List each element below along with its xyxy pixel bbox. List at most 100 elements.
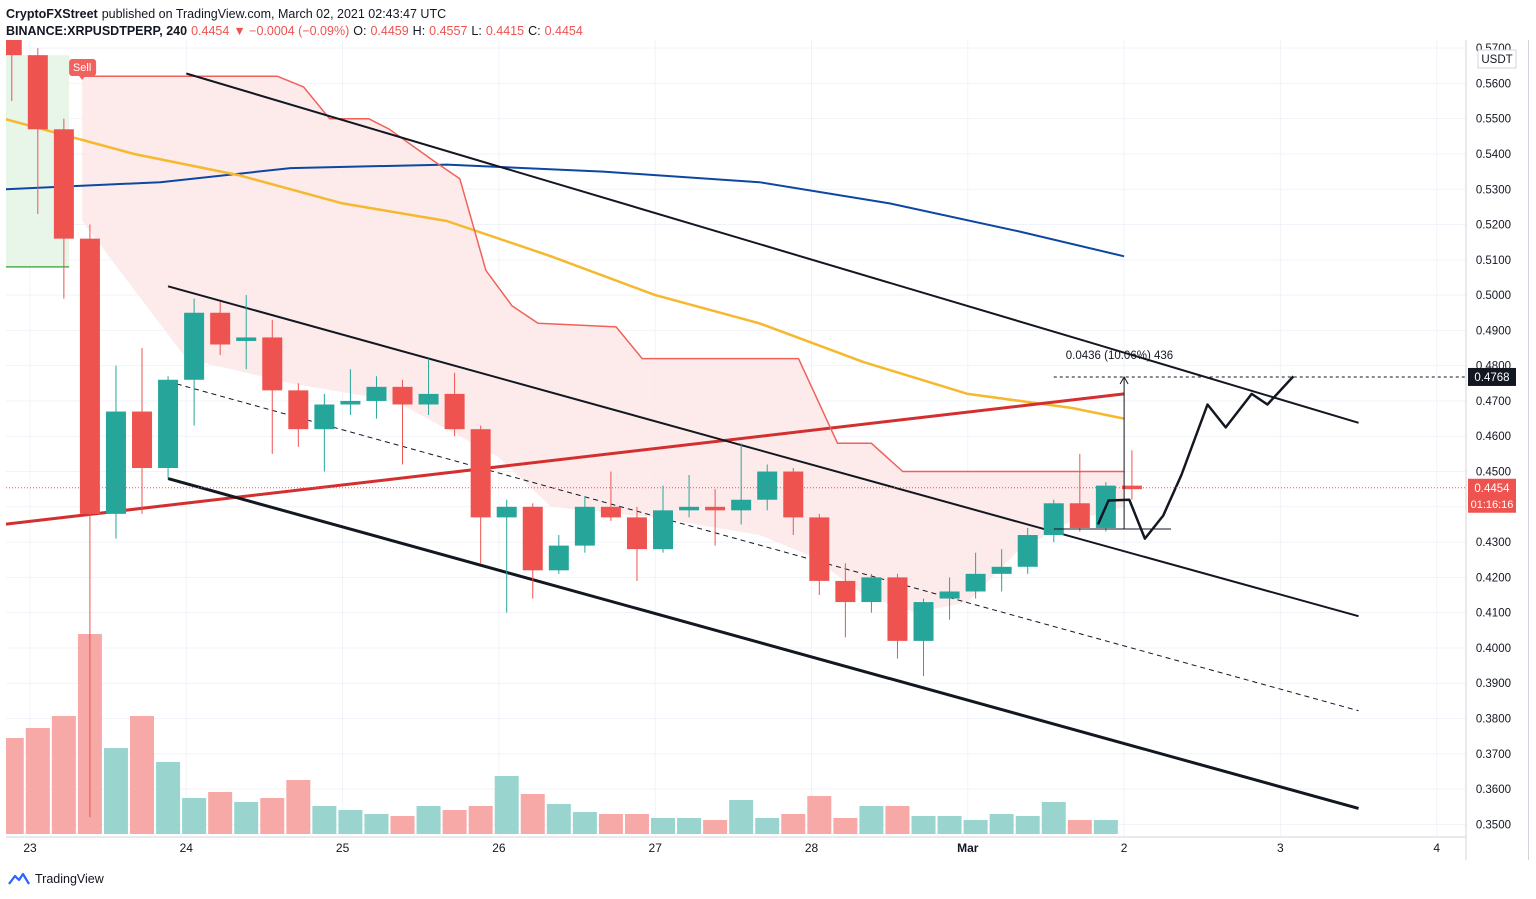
candle bbox=[757, 464, 778, 511]
candle-body bbox=[731, 499, 752, 511]
trendline-descending-top bbox=[167, 285, 1359, 618]
price-tick-label: 0.5200 bbox=[1476, 220, 1511, 232]
volume-bar bbox=[729, 800, 754, 834]
candle bbox=[861, 573, 882, 613]
sell-marker-label: Sell bbox=[73, 62, 91, 74]
volume-bar bbox=[963, 820, 988, 834]
volume-bar bbox=[182, 798, 207, 834]
candle bbox=[184, 298, 205, 426]
candle-body bbox=[288, 390, 309, 430]
currency-badge bbox=[1477, 49, 1517, 69]
volume-bar bbox=[312, 806, 337, 834]
candle-body bbox=[27, 55, 48, 130]
candle bbox=[418, 358, 439, 416]
volume-bar bbox=[442, 810, 467, 834]
axes: 0.57000.56000.55000.54000.53000.52000.51… bbox=[6, 40, 1529, 860]
candle bbox=[679, 475, 700, 518]
high-label: H: bbox=[412, 24, 426, 38]
publisher-name[interactable]: CryptoFXStreet bbox=[6, 7, 98, 21]
symbol-label[interactable]: BINANCE:XRPUSDTPERP, 240 bbox=[6, 24, 188, 38]
candle bbox=[1017, 527, 1038, 574]
candle-body bbox=[366, 386, 387, 401]
open-label: O: bbox=[353, 24, 367, 38]
price-tick-label: 0.4600 bbox=[1476, 431, 1511, 443]
candle-body bbox=[861, 577, 882, 603]
volume-bar bbox=[364, 814, 389, 834]
candle bbox=[705, 489, 726, 546]
price-tick-label: 0.5100 bbox=[1476, 255, 1511, 267]
trendline-upper-channel-ext bbox=[1084, 340, 1359, 424]
candle bbox=[132, 348, 153, 514]
chart-right-border bbox=[1528, 40, 1529, 860]
candle bbox=[470, 425, 491, 564]
candle-body bbox=[262, 337, 283, 391]
volume-bar bbox=[1067, 820, 1092, 834]
candle-body bbox=[132, 411, 153, 468]
time-tick-label: 27 bbox=[649, 841, 663, 855]
candle-body bbox=[653, 510, 674, 550]
time-tick-label: 23 bbox=[23, 841, 37, 855]
candle-body bbox=[835, 580, 856, 603]
price-change: ▼ −0.0004 (−0.09%) bbox=[233, 24, 350, 38]
candle-body bbox=[679, 506, 700, 511]
price-tick-label: 0.4300 bbox=[1476, 537, 1511, 549]
volume-bar bbox=[51, 716, 76, 834]
price-tick-label: 0.4500 bbox=[1476, 467, 1511, 479]
volume-bar bbox=[598, 814, 623, 834]
price-tick-label: 0.3600 bbox=[1476, 784, 1511, 796]
candle bbox=[913, 598, 934, 677]
candle-body bbox=[340, 400, 361, 405]
candle-body bbox=[522, 506, 543, 571]
chart-header: CryptoFXStreet published on TradingView.… bbox=[6, 6, 583, 40]
time-tick-label: 25 bbox=[336, 841, 350, 855]
candle-body bbox=[1069, 503, 1090, 528]
time-tick-label: 28 bbox=[805, 841, 819, 855]
candle-body bbox=[184, 312, 205, 380]
sell-marker bbox=[69, 59, 97, 76]
time-tick-label: 24 bbox=[180, 841, 194, 855]
candle bbox=[626, 506, 647, 581]
volume-bar bbox=[1093, 820, 1118, 834]
candle-body bbox=[1017, 535, 1038, 567]
last-price: 0.4454 bbox=[191, 24, 230, 38]
candle bbox=[53, 118, 74, 299]
tradingview-brand[interactable]: TradingView bbox=[8, 872, 104, 886]
candle-body bbox=[210, 312, 231, 345]
close-label: C: bbox=[528, 24, 541, 38]
ma-red-line bbox=[6, 392, 1125, 526]
ichimoku-line bbox=[82, 75, 1125, 473]
time-tick-label: 4 bbox=[1433, 841, 1440, 855]
trendline-descending-bottom bbox=[167, 477, 1359, 810]
candle bbox=[496, 499, 517, 613]
volume-bar bbox=[677, 818, 702, 834]
volume-bar bbox=[260, 798, 285, 834]
volume-bar bbox=[546, 804, 571, 834]
candle bbox=[444, 372, 465, 437]
candle-body bbox=[236, 337, 257, 341]
currency-label: USDT bbox=[1481, 54, 1512, 66]
candle-body bbox=[757, 471, 778, 500]
projection-path bbox=[1096, 375, 1295, 540]
candle bbox=[366, 376, 387, 419]
candle bbox=[522, 503, 543, 599]
candle-body bbox=[548, 545, 569, 571]
candle bbox=[210, 302, 231, 356]
trendline-descending-mid bbox=[167, 381, 1359, 712]
volume-bar bbox=[234, 802, 259, 834]
candle bbox=[158, 376, 179, 479]
candle bbox=[653, 485, 674, 553]
candle-body bbox=[418, 393, 439, 405]
price-tick-label: 0.5000 bbox=[1476, 290, 1511, 302]
volume-bar bbox=[781, 814, 806, 834]
volume-bar bbox=[624, 814, 649, 834]
ma-blue-line bbox=[6, 163, 1125, 258]
volume-bar bbox=[833, 818, 858, 834]
price-tick-label: 0.3900 bbox=[1476, 678, 1511, 690]
candle-body bbox=[53, 129, 74, 239]
price-tick-label: 0.5500 bbox=[1476, 114, 1511, 126]
volume-bar bbox=[937, 816, 962, 834]
trendline-upper-channel bbox=[186, 72, 1086, 342]
price-tick-label: 0.4200 bbox=[1476, 572, 1511, 584]
low-label: L: bbox=[471, 24, 482, 38]
